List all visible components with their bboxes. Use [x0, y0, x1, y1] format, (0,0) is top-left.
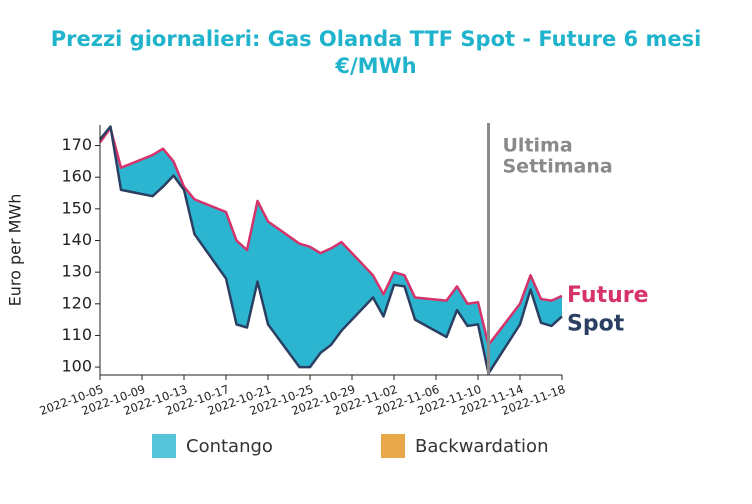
- legend-swatch: [381, 434, 405, 458]
- y-axis-label: Euro per MWh: [6, 194, 25, 307]
- spread-fill: [488, 303, 520, 374]
- chart-subtitle: €/MWh: [334, 54, 416, 78]
- spread-fill: [268, 221, 300, 368]
- y-tick-label: 150: [61, 198, 92, 217]
- spread-fill: [541, 299, 552, 326]
- spread-fill: [257, 200, 268, 325]
- series-line: [98, 126, 563, 347]
- y-tick-label: 160: [61, 167, 92, 186]
- y-tick-label: 140: [61, 230, 92, 249]
- spread-fill: [320, 248, 331, 353]
- spread-fill: [236, 240, 247, 328]
- spread-fill: [194, 199, 226, 279]
- spread-fill: [373, 275, 384, 317]
- spread-fill: [299, 243, 310, 368]
- legend-label: Backwardation: [415, 436, 548, 457]
- series-line: [99, 125, 563, 375]
- spread-fill: [310, 246, 321, 368]
- spread-fill: [247, 200, 258, 328]
- annotation-text: Settimana: [503, 156, 613, 178]
- series-end-label: Spot: [567, 311, 625, 336]
- y-tick-label: 110: [61, 325, 92, 344]
- chart-title: Prezzi giornalieri: Gas Olanda TTF Spot …: [51, 27, 702, 51]
- spread-fill: [226, 212, 237, 325]
- y-tick-label: 120: [61, 293, 92, 312]
- spread-fill: [457, 286, 468, 326]
- spread-fill: [331, 242, 342, 345]
- annotation-text: Ultima: [503, 135, 573, 157]
- spread-fill: [415, 297, 447, 338]
- legend-swatch: [152, 434, 176, 458]
- series-end-label: Future: [567, 283, 649, 308]
- legend-label: Contango: [186, 436, 273, 457]
- y-tick-label: 170: [61, 135, 92, 154]
- spread-fill: [467, 302, 478, 326]
- y-tick-label: 130: [61, 262, 92, 281]
- y-tick-label: 100: [61, 357, 92, 376]
- spread-fill: [341, 242, 373, 331]
- spread-fill: [152, 148, 163, 197]
